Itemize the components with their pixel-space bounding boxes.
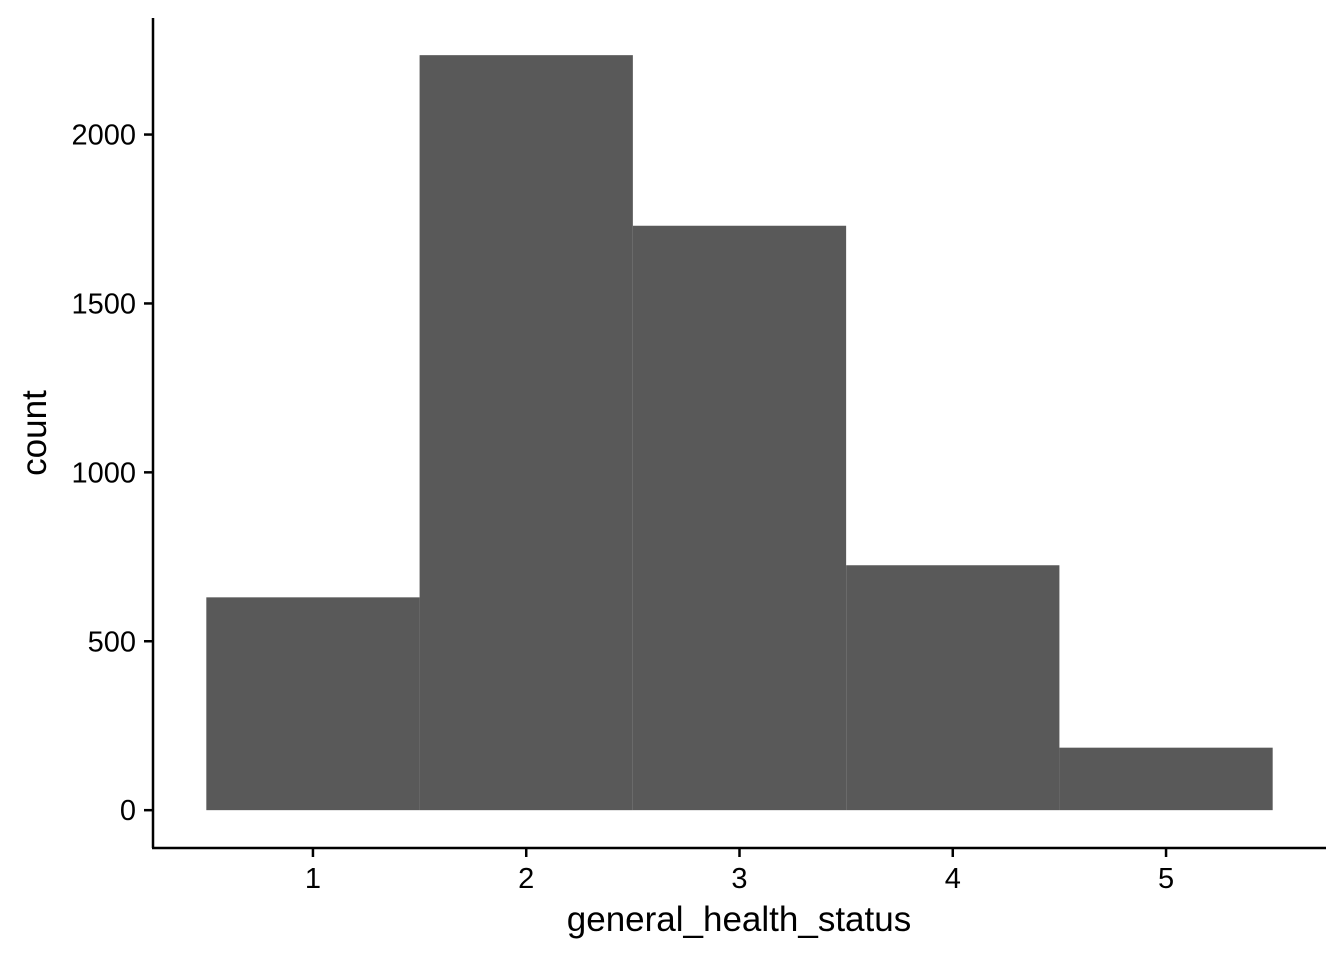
histogram-bar-3 — [632, 225, 847, 811]
histogram-bar-1 — [206, 597, 420, 811]
y-tick-label: 500 — [88, 626, 136, 658]
x-axis-title: general_health_status — [567, 900, 911, 939]
x-tick-label: 3 — [731, 863, 747, 895]
x-tick-label: 2 — [518, 863, 534, 895]
x-tick-label: 5 — [1158, 863, 1174, 895]
histogram-bar-5 — [1059, 747, 1273, 811]
x-axis-ticks: 1 2 3 4 5 — [305, 848, 1174, 895]
x-tick-label: 1 — [305, 863, 321, 895]
x-tick-label: 4 — [945, 863, 961, 895]
y-tick-label: 1500 — [71, 288, 136, 320]
y-axis-ticks: 0 500 1000 1500 2000 — [71, 120, 153, 827]
histogram-bar-4 — [846, 565, 1060, 811]
y-axis-title: count — [15, 390, 54, 476]
y-tick-label: 0 — [120, 795, 136, 827]
y-tick-label: 2000 — [71, 120, 136, 152]
bars-group — [206, 55, 1273, 811]
histogram-bar-2 — [419, 55, 633, 811]
y-tick-label: 1000 — [71, 457, 136, 489]
